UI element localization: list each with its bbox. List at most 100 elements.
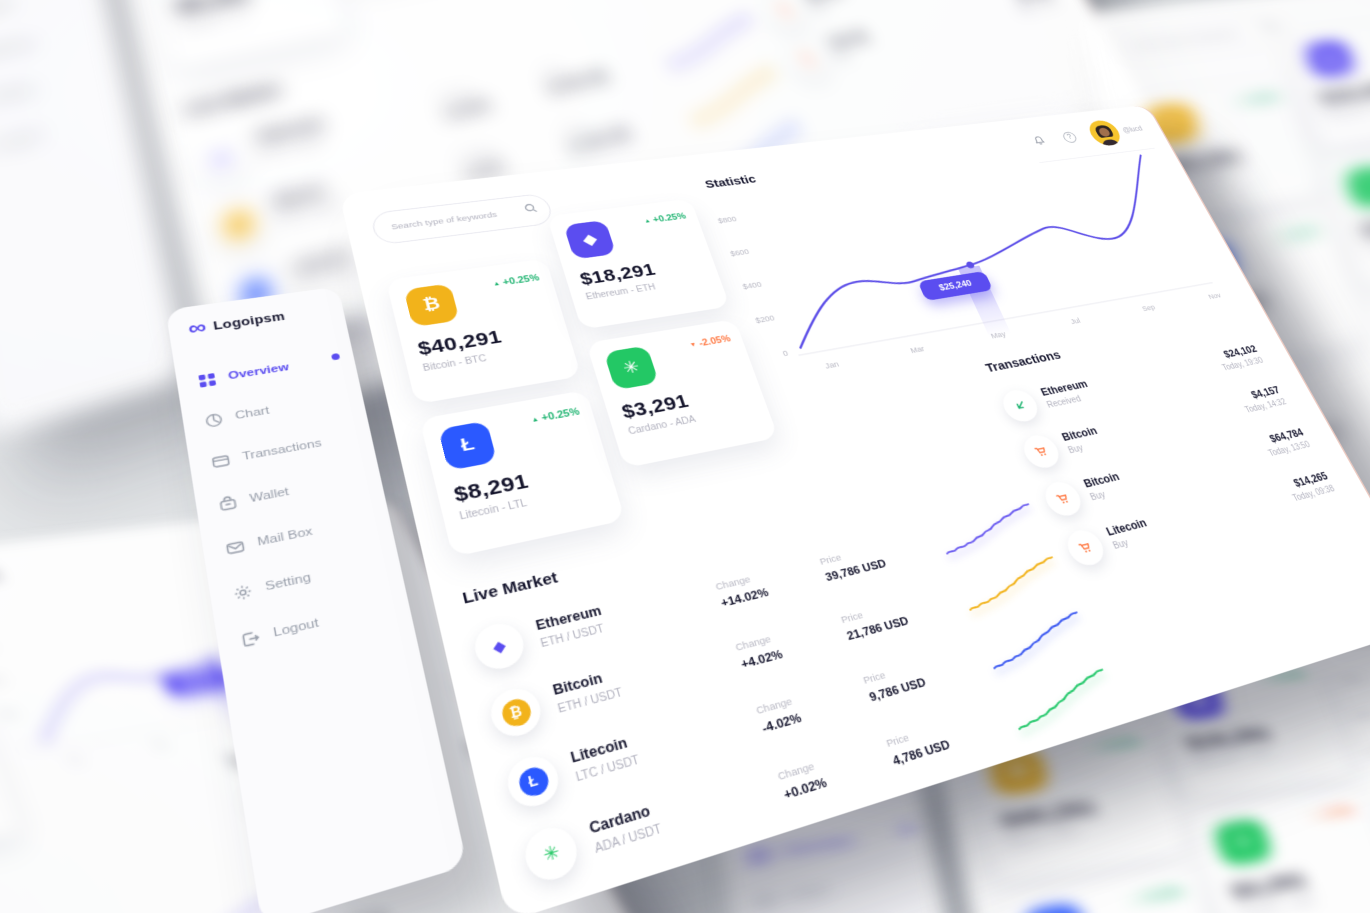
asset-card-bitcoin[interactable]: ₿ ▲+0.25% $40,291 Bitcoin - BTC [385,258,582,405]
svg-text:Mar: Mar [152,739,170,750]
triangle-up-icon: ▲ [530,415,540,424]
sidebar-item-label: Overview [227,361,290,383]
asset-card-cardano[interactable]: ✳ ▼-2.05% $3,291 Cardano - ADA [1192,788,1370,913]
brand-logo[interactable]: ∞ Logoipsm [187,300,345,340]
pie-chart-icon [202,410,226,430]
buy-cart-icon [761,0,809,32]
sparkline-chart [676,65,792,130]
sidebar-item-label: Setting [0,83,34,106]
search-input[interactable] [387,205,527,233]
change-badge: ▲+0.25% [1128,885,1186,906]
sidebar-item-label: Chart [234,404,271,423]
price-label: Price [884,731,911,751]
transaction-coin: Bitcoin [1059,424,1100,444]
transactions-title: Transactions [983,348,1064,376]
transaction-type: Buy [810,2,830,15]
triangle-up-icon: ▲ [643,217,652,224]
svg-text:$600: $600 [729,247,750,257]
received-icon [997,387,1043,425]
transaction-coin: Bitcoin [1081,470,1122,491]
ethereum-icon: ◆ [470,619,529,674]
gear-icon [230,580,255,603]
price-label: Price [561,121,587,139]
asset-card-cardano[interactable]: ✳ ▼-2.05% $3,291 Cardano - ADA [586,319,779,469]
transaction-coin: Litecoin [826,28,871,51]
sidebar-item-label: Wallet [0,0,12,18]
change-value: +4.02% [739,648,785,672]
sidebar-menu: Overview Chart Transactions [194,338,414,664]
statistic-chart[interactable]: $800 $600 $400 $200 0 Jan Mar May Jul Se… [699,143,1232,391]
svg-text:$400: $400 [741,280,762,291]
sparkline-chart [954,553,1070,618]
cardano-icon: ✳ [1211,817,1275,868]
buy-cart-icon [783,38,832,81]
sidebar-item-label: Setting [264,571,312,594]
change-badge: ▲+0.25% [1232,91,1281,107]
bell-icon[interactable] [1026,131,1053,150]
search-icon [523,203,540,218]
transaction-type: Buy [1088,490,1108,503]
statistic-title: Statistic [0,568,1,586]
ethereum-icon: ◆ [1303,39,1357,79]
bitcoin-icon: ₿ [403,283,460,328]
svg-text:0: 0 [24,743,32,753]
logout-icon [238,626,264,650]
card-value: $18,291 [1317,79,1370,109]
help-glyph: ? [1060,131,1079,144]
change-label: Change [436,86,474,106]
transaction-type: Buy [833,50,853,64]
transaction-type: Received [1045,394,1083,411]
statistic-chart[interactable]: $800 $600 $400 $200 0 Jan Mar May Jul Se… [1321,598,1370,869]
svg-text:$400: $400 [0,675,6,686]
help-icon[interactable]: ? [1056,128,1083,146]
svg-text:Jul: Jul [1069,316,1082,325]
grid-icon [196,370,219,389]
sidebar-item-label: Transactions [241,437,323,464]
price-label: Price [839,609,865,627]
background-dashboard-blur-bottom-right: ∞ Logoipsm Overview Chart [671,543,1370,913]
cardano-icon: ✳ [520,821,583,887]
main-panel: ? @lucd ₿ ▲+0.25% $40,291 Bitcoin - BTC … [61,0,1164,434]
svg-text:Mar: Mar [909,344,926,355]
search-bar[interactable] [1109,11,1295,65]
triangle-down-icon: ▼ [1308,812,1318,821]
svg-text:$800: $800 [717,215,738,225]
statistic-title: Statistic [703,172,758,192]
price-label: Price [540,64,566,80]
transaction-type: Buy [1111,538,1131,552]
change-badge: ▲+0.25% [492,272,541,288]
change-value: -4.02% [760,711,804,736]
change-badge: ▲+0.25% [643,211,688,225]
buy-cart-icon [1039,478,1087,520]
sparkline-chart [932,500,1046,561]
search-icon [1263,22,1280,37]
change-badge: ▼ -2.05% [1308,804,1357,822]
search-bar[interactable] [369,192,555,246]
svg-text:Nov: Nov [1207,291,1223,300]
svg-text:May: May [989,329,1007,340]
asset-card-ethereum[interactable]: ◆ ▲+0.25% $18,291 Ethereum - ETH [546,198,731,330]
svg-text:$800: $800 [1340,674,1363,685]
transaction-coin: Litecoin [1104,516,1149,539]
ethereum-icon: ◆ [192,131,251,186]
litecoin-icon: Ł [1022,901,1090,913]
sidebar-menu: Overview Chart Transactions [0,0,136,177]
sidebar-item-label: Logout [0,128,42,152]
brand-name: Logoipsm [212,310,286,333]
crypto-dashboard: ∞ Logoipsm Overview Chart [671,543,1370,913]
transaction-row[interactable]: Litecoin Buy $14,265 Today, 09:38 [783,0,1065,86]
svg-text:$200: $200 [754,314,776,325]
price-label: Price [818,552,844,568]
asset-card-litecoin[interactable]: Ł ▲+0.25% $8,291 Litecoin - LTL [141,0,348,70]
sidebar-item-label: Mail Box [0,37,36,61]
change-badge: ▼ -2.05% [688,333,733,349]
search-input[interactable] [1127,24,1267,52]
sparkline-chart [978,608,1096,677]
change-badge: ▲+0.25% [530,406,581,424]
triangle-up-icon: ▲ [1128,896,1139,905]
buy-cart-icon [1018,432,1065,471]
sidebar-item-label: Wallet [248,485,290,506]
asset-card-litecoin[interactable]: Ł ▲+0.25% $8,291 Litecoin - LTL [419,390,626,558]
bitcoin-icon: ₿ [486,683,546,742]
